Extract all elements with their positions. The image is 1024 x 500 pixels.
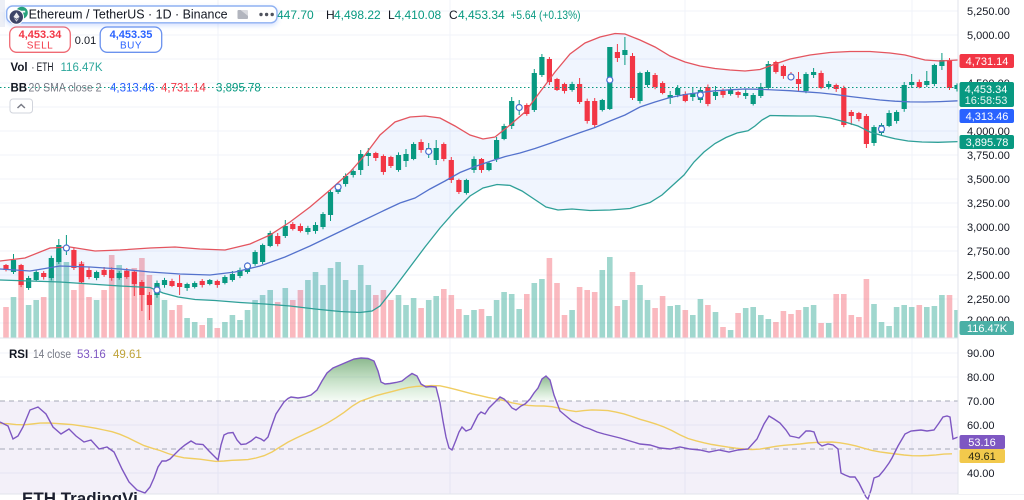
svg-text:BB: BB bbox=[11, 83, 28, 95]
svg-text:40.00: 40.00 bbox=[967, 468, 995, 480]
svg-text:5,250.00: 5,250.00 bbox=[967, 6, 1010, 18]
svg-text:4,410.08: 4,410.08 bbox=[395, 8, 442, 22]
svg-text:447.70: 447.70 bbox=[277, 8, 314, 22]
svg-text:+5.64 (+0.13%): +5.64 (+0.13%) bbox=[511, 8, 581, 22]
svg-text:C: C bbox=[449, 8, 458, 22]
svg-text:53.16: 53.16 bbox=[968, 437, 996, 449]
svg-text:4,731.14: 4,731.14 bbox=[161, 83, 206, 95]
svg-text:3,000.00: 3,000.00 bbox=[967, 222, 1010, 234]
svg-text:· ETH: · ETH bbox=[32, 62, 54, 74]
svg-text:60.00: 60.00 bbox=[967, 420, 995, 432]
svg-text:5,000.00: 5,000.00 bbox=[967, 30, 1010, 42]
svg-text:4,453.34: 4,453.34 bbox=[19, 29, 63, 41]
svg-text:0.01: 0.01 bbox=[75, 35, 96, 47]
svg-text:RSI: RSI bbox=[9, 349, 28, 361]
svg-text:SELL: SELL bbox=[27, 41, 53, 52]
svg-text:BUY: BUY bbox=[120, 41, 142, 52]
svg-text:ETH TradingVi: ETH TradingVi bbox=[22, 489, 138, 500]
svg-text:Ethereum / TetherUS · 1D · Bin: Ethereum / TetherUS · 1D · Binance bbox=[29, 7, 228, 22]
svg-text:3,500.00: 3,500.00 bbox=[967, 174, 1010, 186]
svg-text:4,453.34: 4,453.34 bbox=[458, 8, 505, 22]
svg-text:Vol: Vol bbox=[11, 62, 28, 74]
svg-text:16:58:53: 16:58:53 bbox=[965, 95, 1008, 107]
svg-text:H: H bbox=[326, 8, 335, 22]
svg-text:2,250.00: 2,250.00 bbox=[967, 294, 1010, 306]
svg-text:4,453.35: 4,453.35 bbox=[110, 29, 153, 41]
svg-text:90.00: 90.00 bbox=[967, 348, 995, 360]
svg-text:20 SMA close 2: 20 SMA close 2 bbox=[29, 83, 102, 95]
svg-text:4,453.34: 4,453.34 bbox=[965, 84, 1008, 96]
svg-text:116.47K: 116.47K bbox=[967, 323, 1008, 335]
svg-text:3,750.00: 3,750.00 bbox=[967, 150, 1010, 162]
svg-text:2,500.00: 2,500.00 bbox=[967, 270, 1010, 282]
svg-text:3,250.00: 3,250.00 bbox=[967, 198, 1010, 210]
svg-text:80.00: 80.00 bbox=[967, 372, 995, 384]
svg-text:4,313.46: 4,313.46 bbox=[966, 111, 1009, 123]
svg-text:49.61: 49.61 bbox=[113, 349, 142, 361]
svg-text:4,731.14: 4,731.14 bbox=[966, 56, 1009, 68]
svg-text:14 close: 14 close bbox=[33, 349, 71, 361]
svg-text:4,313.46: 4,313.46 bbox=[110, 83, 155, 95]
svg-text:4,498.22: 4,498.22 bbox=[334, 8, 381, 22]
svg-text:49.61: 49.61 bbox=[968, 451, 996, 463]
svg-text:3,895.78: 3,895.78 bbox=[966, 137, 1009, 149]
svg-text:53.16: 53.16 bbox=[77, 349, 106, 361]
svg-text:116.47K: 116.47K bbox=[61, 62, 103, 74]
svg-text:L: L bbox=[388, 8, 395, 22]
svg-text:70.00: 70.00 bbox=[967, 396, 995, 408]
svg-text:3,895.78: 3,895.78 bbox=[216, 83, 261, 95]
svg-text:2,750.00: 2,750.00 bbox=[967, 246, 1010, 258]
